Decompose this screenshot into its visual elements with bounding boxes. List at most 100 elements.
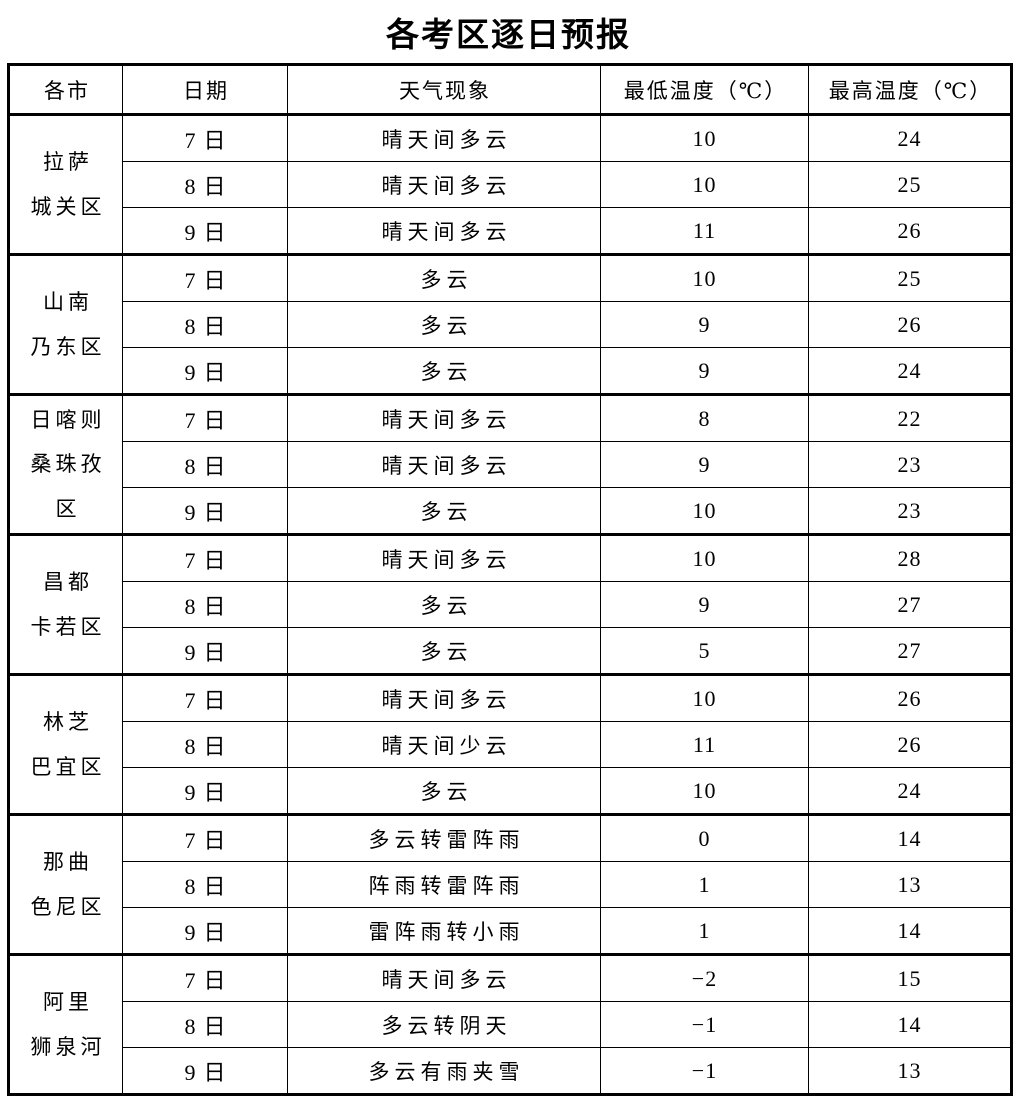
min-temp-cell: 11 — [600, 721, 809, 768]
table-row: 阿里 狮泉河 7日 晴天间多云 −2 15 — [8, 953, 1012, 1095]
weather-cell: 晴天间多云 — [287, 113, 601, 162]
weather-cell: 多云 — [287, 347, 601, 395]
weather-cell: 晴天间多云 — [287, 441, 601, 488]
table-row: 9日 多云 10 24 — [9, 767, 1012, 815]
min-temp-cell: 9 — [600, 441, 809, 488]
table-row: 8日 多云 9 26 — [9, 301, 1012, 348]
date-cell: 8日 — [122, 581, 288, 628]
min-temp-cell: 9 — [600, 301, 809, 348]
date-cell: 9日 — [122, 627, 288, 675]
date-cell: 9日 — [122, 907, 288, 955]
max-temp-cell: 23 — [808, 441, 1012, 488]
city-cell: 林芝 巴宜区 — [8, 673, 123, 815]
max-temp-cell: 26 — [808, 673, 1012, 722]
min-temp-cell: 0 — [600, 813, 809, 862]
max-temp-cell: 25 — [808, 161, 1012, 208]
max-temp-cell: 24 — [808, 347, 1012, 395]
max-temp-cell: 24 — [808, 113, 1012, 162]
weather-cell: 晴天间少云 — [287, 721, 601, 768]
max-temp-cell: 27 — [808, 627, 1012, 675]
date-cell: 7日 — [122, 253, 288, 302]
weather-cell: 晴天间多云 — [287, 393, 601, 442]
date-cell: 7日 — [122, 533, 288, 582]
forecast-table: 各市 日期 天气现象 最低温度（℃） 最高温度（℃） 拉萨 城关区 7日 晴天间… — [7, 63, 1013, 1096]
weather-cell: 多云 — [287, 767, 601, 815]
weather-cell: 多云 — [287, 627, 601, 675]
table-row: 9日 晴天间多云 11 26 — [9, 207, 1012, 255]
city-group-shannan: 山南 乃东区 7日 多云 10 25 8日 多云 9 26 9日 多云 9 24 — [8, 253, 1012, 395]
header-row: 各市 日期 天气现象 最低温度（℃） 最高温度（℃） — [8, 64, 1012, 116]
max-temp-cell: 14 — [808, 813, 1012, 862]
max-temp-cell: 23 — [808, 487, 1012, 535]
min-temp-cell: −1 — [600, 1001, 809, 1048]
city-cell: 日喀则 桑珠孜 区 — [8, 393, 123, 535]
city-cell: 拉萨 城关区 — [8, 113, 123, 255]
date-cell: 7日 — [122, 673, 288, 722]
weather-cell: 晴天间多云 — [287, 953, 601, 1002]
weather-cell: 多云转雷阵雨 — [287, 813, 601, 862]
header-date: 日期 — [122, 64, 288, 116]
city-group-shigatse: 日喀则 桑珠孜 区 7日 晴天间多云 8 22 8日 晴天间多云 9 23 9日… — [8, 393, 1012, 535]
city-group-nyingchi: 林芝 巴宜区 7日 晴天间多云 10 26 8日 晴天间少云 11 26 9日 … — [8, 673, 1012, 815]
table-row: 9日 多云 5 27 — [9, 627, 1012, 675]
max-temp-cell: 15 — [808, 953, 1012, 1002]
date-cell: 8日 — [122, 161, 288, 208]
city-group-chamdo: 昌都 卡若区 7日 晴天间多云 10 28 8日 多云 9 27 9日 多云 5… — [8, 533, 1012, 675]
city-cell: 山南 乃东区 — [8, 253, 123, 395]
min-temp-cell: 8 — [600, 393, 809, 442]
date-cell: 8日 — [122, 1001, 288, 1048]
min-temp-cell: 10 — [600, 487, 809, 535]
date-cell: 8日 — [122, 861, 288, 908]
max-temp-cell: 13 — [808, 861, 1012, 908]
table-row: 8日 晴天间多云 10 25 — [9, 161, 1012, 208]
max-temp-cell: 14 — [808, 1001, 1012, 1048]
city-cell: 昌都 卡若区 — [8, 533, 123, 675]
max-temp-cell: 26 — [808, 207, 1012, 255]
date-cell: 7日 — [122, 813, 288, 862]
min-temp-cell: −1 — [600, 1047, 809, 1095]
date-cell: 9日 — [122, 487, 288, 535]
header-weather: 天气现象 — [287, 64, 601, 116]
weather-cell: 晴天间多云 — [287, 207, 601, 255]
max-temp-cell: 26 — [808, 301, 1012, 348]
table-row: 林芝 巴宜区 7日 晴天间多云 10 26 — [8, 673, 1012, 815]
table-row: 9日 多云 10 23 — [9, 487, 1012, 535]
weather-cell: 多云 — [287, 253, 601, 302]
city-group-ali: 阿里 狮泉河 7日 晴天间多云 −2 15 8日 多云转阴天 −1 14 9日 … — [8, 953, 1012, 1095]
min-temp-cell: 1 — [600, 907, 809, 955]
date-cell: 7日 — [122, 113, 288, 162]
max-temp-cell: 22 — [808, 393, 1012, 442]
max-temp-cell: 14 — [808, 907, 1012, 955]
table-header: 各市 日期 天气现象 最低温度（℃） 最高温度（℃） — [8, 64, 1012, 116]
city-group-lhasa: 拉萨 城关区 7日 晴天间多云 10 24 8日 晴天间多云 10 25 9日 … — [8, 113, 1012, 255]
weather-cell: 晴天间多云 — [287, 161, 601, 208]
weather-cell: 多云转阴天 — [287, 1001, 601, 1048]
weather-cell: 阵雨转雷阵雨 — [287, 861, 601, 908]
min-temp-cell: 10 — [600, 533, 809, 582]
max-temp-cell: 13 — [808, 1047, 1012, 1095]
weather-cell: 多云 — [287, 487, 601, 535]
date-cell: 7日 — [122, 393, 288, 442]
min-temp-cell: 11 — [600, 207, 809, 255]
table-row: 8日 晴天间少云 11 26 — [9, 721, 1012, 768]
weather-cell: 多云有雨夹雪 — [287, 1047, 601, 1095]
weather-cell: 雷阵雨转小雨 — [287, 907, 601, 955]
weather-cell: 晴天间多云 — [287, 673, 601, 722]
min-temp-cell: 10 — [600, 113, 809, 162]
city-cell: 阿里 狮泉河 — [8, 953, 123, 1095]
weather-cell: 多云 — [287, 581, 601, 628]
date-cell: 9日 — [122, 767, 288, 815]
min-temp-cell: −2 — [600, 953, 809, 1002]
max-temp-cell: 28 — [808, 533, 1012, 582]
header-max-temp: 最高温度（℃） — [808, 64, 1012, 116]
min-temp-cell: 10 — [600, 253, 809, 302]
table-row: 拉萨 城关区 7日 晴天间多云 10 24 — [8, 113, 1012, 255]
city-group-nagqu: 那曲 色尼区 7日 多云转雷阵雨 0 14 8日 阵雨转雷阵雨 1 13 9日 … — [8, 813, 1012, 955]
max-temp-cell: 25 — [808, 253, 1012, 302]
min-temp-cell: 10 — [600, 161, 809, 208]
table-row: 昌都 卡若区 7日 晴天间多云 10 28 — [8, 533, 1012, 675]
min-temp-cell: 10 — [600, 767, 809, 815]
date-cell: 9日 — [122, 347, 288, 395]
table-row: 8日 多云 9 27 — [9, 581, 1012, 628]
